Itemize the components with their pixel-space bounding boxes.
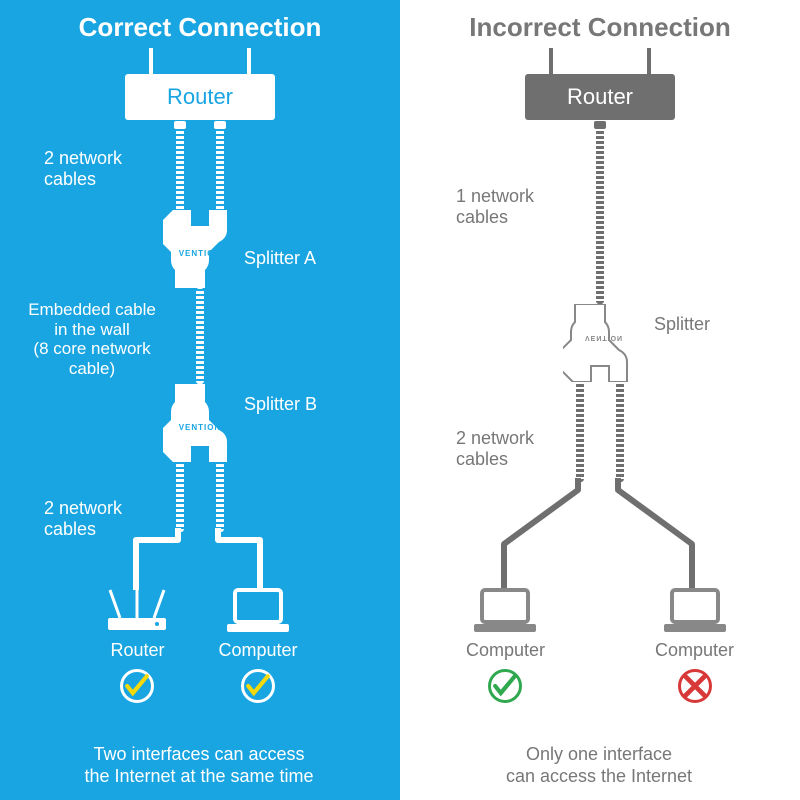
cable-icon [216, 462, 224, 532]
panel-title: Incorrect Connection [469, 12, 730, 43]
correct-connection-panel: Correct Connection Router 2 network cabl… [0, 0, 400, 800]
cable-icon [576, 382, 584, 482]
wall-cable-label: Embedded cable in the wall (8 core netwo… [12, 300, 172, 378]
cable-icon [216, 128, 224, 214]
footer-text: Only one interface can access the Intern… [474, 744, 724, 787]
splitter-a-label: Splitter A [244, 248, 316, 269]
top-cable-label: 2 network cables [44, 148, 122, 189]
router-box: Router [525, 74, 675, 120]
splitter-brand: VENTION [585, 334, 623, 341]
laptop-icon [660, 584, 730, 636]
router-label: Router [567, 84, 633, 110]
antenna-icon [549, 48, 553, 74]
status-fail-icon [678, 669, 712, 703]
cable-icon [176, 462, 184, 532]
bottom-cable-label: 2 network cables [456, 428, 534, 469]
router-label: Router [167, 84, 233, 110]
device-computer: Computer [466, 584, 545, 703]
wall-cable-icon [196, 288, 204, 384]
router-box: Router [125, 74, 275, 120]
antenna-icon [149, 48, 153, 74]
splitter-label: Splitter [654, 314, 710, 335]
device-label: Router [110, 640, 164, 661]
device-computer: Computer [655, 584, 734, 703]
splitter-a-icon: VENTION [163, 210, 237, 288]
antenna-icon [647, 48, 651, 74]
status-ok-icon [120, 669, 154, 703]
laptop-icon [470, 584, 540, 636]
router-icon [102, 584, 172, 636]
device-label: Computer [466, 640, 545, 661]
device-row: Router Computer [88, 584, 312, 703]
cable-icon [176, 128, 184, 214]
status-ok-icon [488, 669, 522, 703]
laptop-icon [223, 584, 293, 636]
cable-icon [616, 382, 624, 482]
svg-text:VENTION: VENTION [179, 423, 222, 432]
device-computer: Computer [218, 584, 297, 703]
top-cable-label: 1 network cables [456, 186, 534, 227]
svg-text:VENTION: VENTION [179, 249, 222, 258]
splitter-b-icon: VENTION [163, 384, 237, 462]
cable-icon [596, 128, 604, 304]
branch-icon [462, 478, 738, 590]
branch-icon [100, 528, 300, 590]
device-row: Computer Computer [454, 584, 746, 703]
device-label: Computer [218, 640, 297, 661]
device-label: Computer [655, 640, 734, 661]
splitter-icon [563, 304, 637, 382]
footer-text: Two interfaces can access the Internet a… [54, 744, 344, 787]
panel-title: Correct Connection [79, 12, 322, 43]
antenna-icon [247, 48, 251, 74]
incorrect-connection-panel: Incorrect Connection Router 1 network ca… [400, 0, 800, 800]
device-router: Router [102, 584, 172, 703]
splitter-b-label: Splitter B [244, 394, 317, 415]
status-ok-icon [241, 669, 275, 703]
